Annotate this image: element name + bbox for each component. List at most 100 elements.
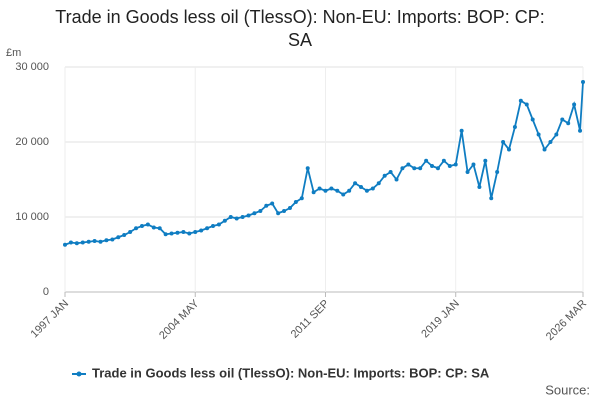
data-point [270, 201, 275, 206]
data-point [581, 80, 585, 84]
data-point [116, 235, 121, 240]
data-point [459, 128, 464, 133]
data-point [299, 196, 304, 201]
data-point [524, 102, 529, 107]
data-point [388, 170, 393, 174]
data-point [86, 239, 91, 244]
data-point [80, 240, 85, 245]
data-point [317, 186, 322, 191]
data-point [145, 222, 150, 227]
data-point [501, 140, 506, 144]
data-point [187, 231, 192, 236]
data-point [282, 209, 287, 213]
data-point [512, 125, 517, 129]
chart-title: Trade in Goods less oil (TlessO): Non-EU… [55, 7, 544, 27]
data-point [465, 170, 470, 174]
data-point [234, 216, 239, 221]
data-point [507, 147, 511, 152]
data-point [572, 102, 577, 107]
data-point [252, 211, 257, 216]
y-tick-label: 0 [43, 286, 49, 298]
data-point [151, 225, 156, 230]
data-point [175, 230, 180, 235]
data-point [566, 121, 571, 126]
data-point [370, 186, 375, 191]
data-point [122, 233, 127, 237]
data-line [64, 81, 584, 246]
data-point [139, 224, 144, 228]
data-point [157, 226, 162, 231]
data-point [128, 230, 133, 234]
data-point [222, 218, 227, 223]
data-point [211, 224, 215, 228]
data-point [376, 181, 381, 186]
data-point [110, 237, 115, 242]
data-point [258, 209, 263, 213]
data-point [495, 170, 500, 174]
data-point [92, 239, 97, 243]
data-point [216, 222, 221, 227]
data-point [311, 190, 316, 195]
y-axis-unit: £m [6, 47, 21, 59]
data-point [264, 203, 269, 208]
x-tick-label: 2026 MAR [544, 298, 589, 343]
data-point [489, 196, 494, 201]
data-point [74, 241, 79, 246]
data-point [382, 173, 387, 178]
y-tick-label: 10 000 [15, 211, 49, 223]
y-tick-label: 30 000 [15, 61, 49, 73]
data-point [68, 240, 73, 245]
data-point [536, 132, 541, 137]
legend-label: Trade in Goods less oil (TlessO): Non-EU… [92, 365, 490, 380]
data-point [560, 117, 565, 122]
data-point [246, 213, 251, 218]
data-point [453, 162, 458, 167]
legend-marker [76, 371, 82, 377]
data-point [418, 166, 423, 171]
data-point [518, 98, 523, 103]
data-point [394, 177, 399, 182]
data-point [471, 162, 476, 167]
data-point [548, 140, 553, 144]
data-point [406, 162, 411, 167]
data-point [430, 164, 435, 168]
chart-title: SA [288, 30, 312, 50]
data-point [169, 231, 174, 236]
data-point [323, 188, 328, 193]
data-point [305, 166, 310, 171]
data-point [193, 230, 198, 234]
data-point [477, 185, 482, 189]
data-point [287, 206, 292, 210]
data-point [199, 228, 204, 233]
data-point [163, 232, 168, 237]
x-tick-label: 2004 MAY [157, 297, 202, 342]
data-point [441, 158, 446, 163]
data-point [578, 128, 583, 133]
data-point [63, 242, 67, 247]
data-point [335, 188, 340, 193]
data-point [447, 164, 452, 168]
data-point [134, 226, 139, 231]
data-point [293, 200, 298, 204]
data-point [353, 181, 358, 186]
x-tick-label: 2019 JAN [419, 298, 462, 341]
y-tick-label: 20 000 [15, 136, 49, 148]
x-tick-label: 2011 SEP [289, 298, 332, 341]
data-point [228, 215, 233, 219]
data-point [483, 158, 488, 163]
data-point [181, 230, 186, 234]
x-tick-label: 1997 JAN [29, 298, 72, 341]
data-point [412, 166, 417, 171]
data-point [400, 166, 405, 171]
data-point [359, 185, 363, 189]
source: Source: [545, 382, 590, 397]
data-point [205, 226, 210, 231]
data-point [530, 117, 535, 122]
data-point [329, 186, 334, 191]
data-point [276, 211, 281, 216]
data-point [435, 166, 440, 171]
data-point [98, 239, 103, 244]
data-point [347, 188, 352, 193]
data-point [364, 188, 369, 193]
